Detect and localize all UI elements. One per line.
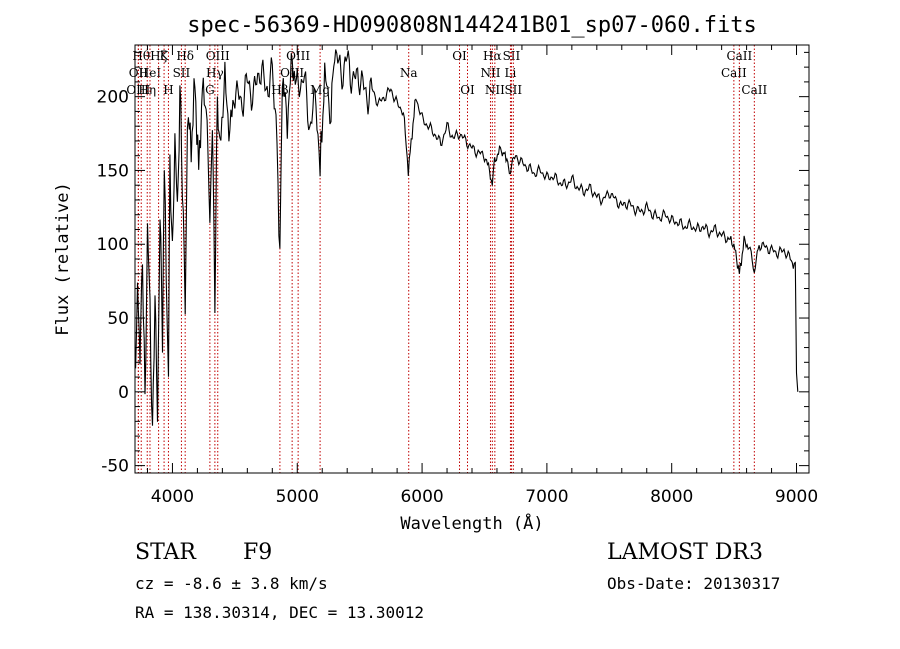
emission-line-markers: HθOIIOIIIHηHeIHζKHSIIHδGHγOIIIHβOIIIOIII…: [126, 45, 767, 473]
line-marker-label: OIII: [286, 49, 310, 63]
line-marker-label: Hα: [483, 49, 502, 63]
line-marker-label: G: [205, 83, 215, 97]
line-marker-label: Hδ: [176, 49, 194, 63]
y-tick-label: 150: [97, 161, 129, 181]
chart-title: spec-56369-HD090808N144241B01_sp07-060.f…: [187, 13, 757, 38]
line-marker-label: Hζ: [150, 49, 167, 63]
obs-date: Obs-Date: 20130317: [607, 574, 781, 593]
object-class: STAR: [135, 540, 196, 565]
x-tick-label: 4000: [151, 487, 194, 507]
line-marker-label: CaII: [741, 83, 767, 97]
line-marker-label: OIII: [126, 83, 150, 97]
y-tick-label: 200: [97, 88, 129, 108]
x-tick-label: 6000: [400, 487, 443, 507]
x-tick-label: 8000: [650, 487, 693, 507]
plot-frame: [134, 44, 810, 474]
y-tick-label: 50: [107, 309, 129, 329]
line-marker-label: CaII: [721, 66, 747, 80]
line-marker-label: Li: [505, 66, 517, 80]
line-marker-label: SII: [503, 49, 521, 63]
y-axis-ticks: -50 0 50 100 150 200: [97, 51, 809, 477]
line-marker-label: Hη: [138, 83, 156, 97]
line-marker-label: K: [160, 49, 170, 63]
line-marker-label: NII: [485, 83, 505, 97]
y-axis-label: Flux (relative): [53, 182, 73, 336]
line-marker-label: OIII: [206, 49, 230, 63]
line-marker-label: HeI: [139, 66, 162, 80]
x-tick-label: 7000: [525, 487, 568, 507]
line-marker-label: NII: [480, 66, 500, 80]
line-marker-label: SII: [504, 83, 522, 97]
line-marker-label: OI: [460, 83, 475, 97]
y-tick-label: 0: [118, 383, 129, 403]
spectrum-series: [135, 49, 799, 426]
line-marker-label: Na: [400, 66, 418, 80]
y-tick-label: -50: [101, 457, 129, 477]
x-tick-label: 9000: [775, 487, 818, 507]
y-tick-label: 100: [97, 235, 129, 255]
coordinates: RA = 138.30314, DEC = 13.30012: [135, 603, 424, 622]
x-axis-ticks: 4000 5000 6000 7000 8000 9000: [146, 45, 818, 507]
object-subclass: F9: [243, 540, 273, 565]
x-axis-label: Wavelength (Å): [400, 512, 543, 534]
line-marker-label: H: [163, 83, 173, 97]
line-marker-label: OI: [452, 49, 467, 63]
x-tick-label: 5000: [276, 487, 319, 507]
redshift-cz: cz = -8.6 ± 3.8 km/s: [135, 574, 328, 593]
line-marker-label: Hγ: [206, 66, 224, 80]
line-marker-label: CaII: [726, 49, 752, 63]
survey-name: LAMOST DR3: [607, 540, 763, 565]
line-marker-label: SII: [173, 66, 191, 80]
spectrum-line: [135, 49, 799, 426]
